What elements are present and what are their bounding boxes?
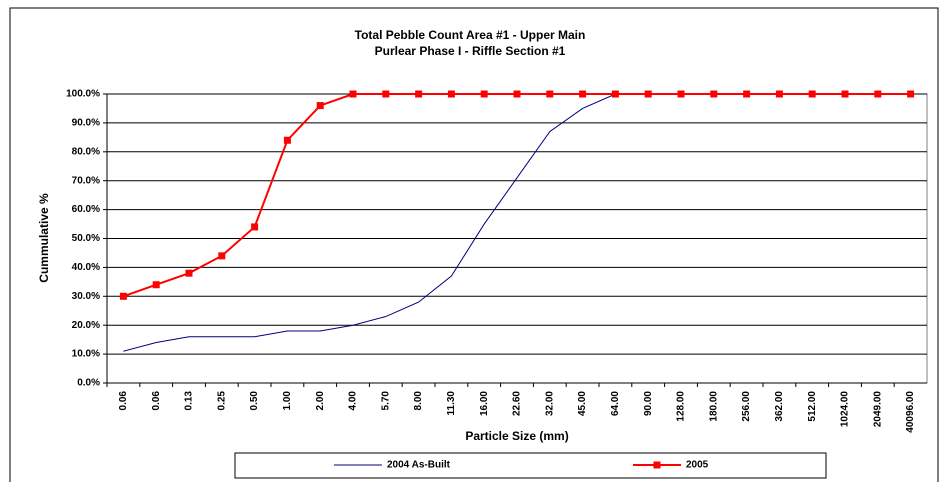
x-tick-label: 45.00 <box>577 391 588 416</box>
legend-label: 2004 As-Built <box>387 460 451 471</box>
y-axis-title: Cummulative % <box>37 193 51 283</box>
x-tick-label: 1.00 <box>282 391 293 411</box>
series-marker <box>677 90 685 98</box>
series-marker <box>218 252 226 260</box>
chart-subtitle: Purlear Phase I - Riffle Section #1 <box>375 44 566 58</box>
y-tick-label: 20.0% <box>72 320 100 331</box>
y-tick-label: 70.0% <box>72 175 100 186</box>
series-marker <box>644 90 652 98</box>
series-marker <box>808 90 816 98</box>
y-tick-label: 80.0% <box>72 146 100 157</box>
y-tick-label: 100.0% <box>66 89 100 100</box>
series-marker <box>251 223 259 231</box>
y-tick-label: 90.0% <box>72 118 100 129</box>
y-tick-label: 60.0% <box>72 204 100 215</box>
x-tick-label: 22.60 <box>512 391 523 416</box>
chart-title: Total Pebble Count Area #1 - Upper Main <box>355 28 586 42</box>
x-tick-label: 5.70 <box>380 391 391 411</box>
series-marker <box>546 90 554 98</box>
x-tick-label: 362.00 <box>774 391 785 422</box>
series-marker <box>874 90 882 98</box>
series-marker <box>907 90 915 98</box>
y-tick-label: 10.0% <box>72 349 100 360</box>
series-marker <box>152 281 160 289</box>
series-marker <box>743 90 751 98</box>
x-tick-label: 64.00 <box>610 391 621 416</box>
x-tick-label: 1024.00 <box>840 391 851 428</box>
series-marker <box>119 292 127 300</box>
x-axis-title: Particle Size (mm) <box>465 429 568 443</box>
legend-box <box>234 452 827 479</box>
x-tick-label: 2049.00 <box>872 391 883 428</box>
series-marker <box>480 90 488 98</box>
y-tick-label: 30.0% <box>72 291 100 302</box>
y-tick-label: 50.0% <box>72 233 100 244</box>
x-tick-label: 180.00 <box>708 391 719 422</box>
series-marker <box>185 269 193 277</box>
series-marker <box>316 102 324 110</box>
legend-label: 2005 <box>686 460 709 471</box>
series-marker <box>349 90 357 98</box>
x-tick-label: 0.50 <box>249 391 260 411</box>
x-tick-label: 0.13 <box>184 391 195 411</box>
series-marker <box>775 90 783 98</box>
series-marker <box>611 90 619 98</box>
series-marker <box>841 90 849 98</box>
series-marker <box>415 90 423 98</box>
x-tick-label: 4.00 <box>348 391 359 411</box>
x-tick-label: 256.00 <box>741 391 752 422</box>
x-tick-label: 16.00 <box>479 391 490 416</box>
x-tick-label: 11.30 <box>446 391 457 416</box>
x-tick-label: 0.25 <box>216 391 227 411</box>
series-marker <box>382 90 390 98</box>
x-tick-label: 0.06 <box>118 391 129 411</box>
series-marker <box>513 90 521 98</box>
series-marker <box>447 90 455 98</box>
x-tick-label: 8.00 <box>413 391 424 411</box>
x-tick-label: 512.00 <box>807 391 818 422</box>
y-tick-label: 40.0% <box>72 262 100 273</box>
series-marker <box>579 90 587 98</box>
series-marker <box>283 136 291 144</box>
y-tick-label: 0.0% <box>77 378 100 389</box>
x-tick-label: 128.00 <box>676 391 687 422</box>
x-tick-label: 0.06 <box>151 391 162 411</box>
x-tick-label: 32.00 <box>544 391 555 416</box>
x-tick-label: 90.00 <box>643 391 654 416</box>
legend-marker <box>653 461 661 469</box>
series-marker <box>710 90 718 98</box>
x-tick-label: 2.00 <box>315 391 326 411</box>
x-tick-label: 40096.00 <box>905 391 916 433</box>
